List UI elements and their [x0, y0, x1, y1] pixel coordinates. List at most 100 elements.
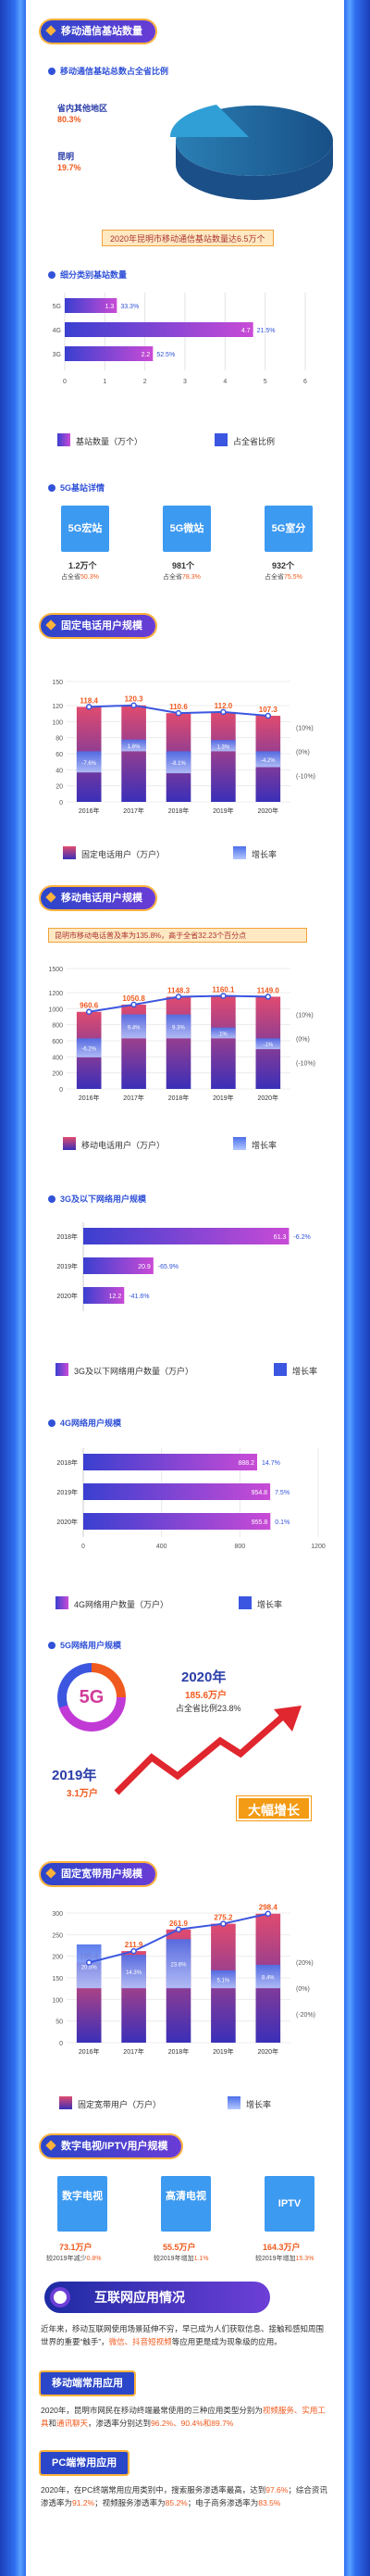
- bar-growth-label: -1%: [263, 1043, 273, 1048]
- bar-users: [211, 711, 236, 802]
- bar-growth: [255, 1038, 281, 1050]
- y2-tick-label: (-20%): [296, 2012, 315, 2019]
- legend-swatch-mobile-rate: [233, 1137, 246, 1150]
- legend-fixed: 固定电话用户（万户）: [81, 850, 166, 859]
- pie-label-other: 省内其他地区: [57, 104, 108, 113]
- pc-apps-paragraph: 2020年，在PC终端常用应用类别中，搜索服务渗透率最高，达到97.6%；综合资…: [41, 2485, 327, 2507]
- bar-growth-label: 14.3%: [126, 1970, 142, 1976]
- legend-fixed-rate: 增长率: [252, 850, 278, 859]
- category-label: 2019年: [56, 1262, 78, 1270]
- x-tick-label: 2016年: [79, 2047, 100, 2056]
- category-label: 2020年: [56, 1292, 78, 1300]
- x-tick-label: 2017年: [123, 2047, 144, 2056]
- legend-swatch-fixed-rate: [233, 846, 246, 859]
- bar-growth-label: 5.1%: [217, 1979, 230, 1984]
- x-tick-label: 2018年: [168, 807, 190, 815]
- series-point: [85, 1959, 92, 1966]
- category-label: 2020年: [56, 1518, 78, 1526]
- card-5g-micro: 5G微站: [163, 506, 211, 552]
- x-tick-label: 2019年: [213, 2047, 234, 2056]
- bar-users-label: 960.6: [80, 1002, 99, 1010]
- bar-users-label: 261.9: [169, 1919, 189, 1928]
- 5g-growth-arrow: [114, 1706, 302, 1795]
- bar-users: [83, 1454, 258, 1470]
- bar-count-label: 1.3: [105, 304, 115, 310]
- bar-share-label: 33.3%: [120, 304, 139, 310]
- bar-users-label: 275.2: [214, 1914, 233, 1922]
- series-point: [220, 993, 227, 999]
- bar-growth: [255, 751, 281, 768]
- pie-subtitle: 移动通信基站总数占全省比例: [48, 65, 168, 77]
- bar-count-label: 2.2: [142, 352, 151, 358]
- mobile-apps-paragraph: 2020年，昆明市网民在移动终端最常使用的三种应用类型分别为视频服务、实用工具和…: [41, 2406, 326, 2428]
- bar-users-label: 61.3: [274, 1234, 287, 1241]
- section-title-base-stations: 移动通信基站数量: [41, 20, 155, 43]
- series-point: [130, 702, 137, 708]
- bar-growth: [121, 1014, 146, 1039]
- 3g-subtitle: 3G及以下网络用户规模: [48, 1193, 146, 1205]
- bar-count: [65, 346, 154, 361]
- bar-users-label: 1160.1: [212, 985, 235, 994]
- x-tick-label: 2016年: [79, 1094, 100, 1102]
- y2-tick-label: (0%): [296, 749, 310, 756]
- series-point: [265, 1910, 272, 1917]
- legend-mobile: 移动电话用户（万户）: [81, 1141, 166, 1150]
- y-tick-label: 150: [52, 680, 63, 686]
- series-point: [265, 994, 272, 1000]
- section-title-text: 移动通信基站数量: [61, 26, 142, 37]
- bar-users-label: 1149.0: [257, 986, 280, 994]
- legend-swatch-broadband-rate: [228, 2096, 240, 2109]
- x-tick-label: 2019年: [213, 1094, 234, 1102]
- category-label: 3G: [53, 352, 61, 358]
- bar-growth: [211, 1970, 236, 1989]
- y2-tick-label: (0%): [296, 1036, 310, 1043]
- pie-value-kunming: 19.7%: [57, 163, 81, 172]
- legend-swatch-share: [215, 433, 228, 446]
- bar-users-label: 298.4: [259, 1904, 278, 1912]
- legend-4g: 4G网络用户数量（万户）: [74, 1600, 169, 1609]
- bar-growth-label: 14.7%: [262, 1460, 280, 1467]
- legend-3g: 3G及以下网络用户数量（万户）: [74, 1367, 194, 1376]
- bar-users: [83, 1483, 271, 1500]
- series-point: [175, 1926, 182, 1933]
- card-5g-macro: 5G宏站: [61, 506, 109, 552]
- bar-growth-label: 1%: [219, 1032, 228, 1038]
- bar-users-label: 954.8: [252, 1490, 268, 1496]
- bar-users-label: 1148.3: [167, 986, 191, 994]
- chart-3g-users: 2018年 61.3 -6.2% 2019年 20.9 -65.9% 2020年 12.2 -4…: [56, 1222, 311, 1311]
- y-tick-label: 80: [56, 736, 63, 743]
- chart-mobile-phone: 0 200 400 600 800 1000 1200 1500 (10%) (0%) (-10%)…: [48, 967, 315, 1102]
- x-tick-label: 6: [303, 379, 307, 385]
- bar-users-label: 1050.8: [122, 994, 145, 1003]
- x-tick-label: 800: [234, 1544, 245, 1550]
- bar-users-label: 20.9: [138, 1264, 151, 1270]
- section-dot-icon: [50, 2287, 70, 2307]
- card-digital-tv-num: 73.1万户: [59, 2243, 92, 2252]
- bar-growth-label: 9.4%: [128, 1025, 141, 1031]
- y2-tick-label: (0%): [296, 1986, 310, 1993]
- bar-growth: [166, 1014, 191, 1039]
- card-hd-tv-num: 55.5万户: [163, 2243, 196, 2252]
- series-point: [220, 708, 227, 716]
- card-5g-macro-pct: 占全省50.3%: [61, 574, 99, 581]
- bar-share-label: 52.5%: [156, 352, 175, 358]
- category-label: 2018年: [56, 1458, 78, 1467]
- card-5g-indoor: 5G室分: [265, 506, 313, 552]
- y-tick-label: 600: [52, 1039, 63, 1045]
- pie-slice-kunming: [169, 105, 249, 137]
- bar-users-label: 118.4: [80, 696, 98, 705]
- legend-4g-rate: 增长率: [257, 1600, 283, 1609]
- x-tick-label: 400: [156, 1544, 167, 1550]
- category-label: 2018年: [56, 1232, 78, 1241]
- y-tick-label: 20: [56, 784, 63, 791]
- y-tick-label: 60: [56, 752, 63, 758]
- chart-fixed-phone: 0 20 40 60 80 100 120 150 (10%) (0%) (-10%) 118.4 -7…: [52, 680, 315, 815]
- series-point: [265, 712, 272, 719]
- 5g-badge: 5G: [67, 1672, 117, 1722]
- legend-broadband: 固定宽带用户（万户）: [78, 2100, 162, 2109]
- bar-users-label: 110.6: [169, 703, 188, 711]
- y-tick-label: 120: [52, 704, 63, 710]
- bar-growth: [255, 1964, 281, 1989]
- chart-category-bars: 0 1 2 3 4 5 6 5G 1.3 33.3% 4G 4.7 21.5% 3G 2.2 52.5%: [53, 293, 307, 385]
- bar-users: [83, 1287, 125, 1304]
